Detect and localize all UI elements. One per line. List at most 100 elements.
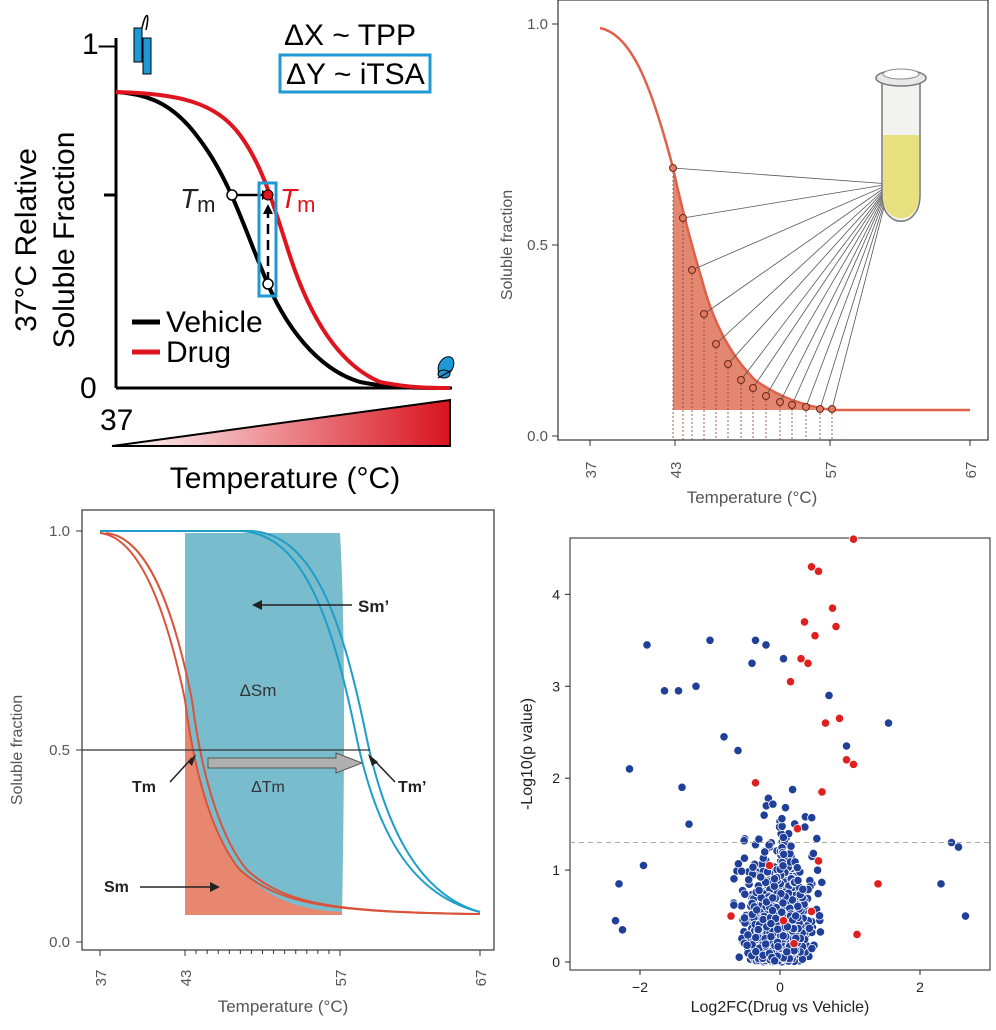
x-tick-start: 37 bbox=[100, 404, 133, 437]
sample-point bbox=[788, 401, 796, 409]
blue-melting-curve-1 bbox=[100, 530, 481, 913]
y-tick-1: 1.0 bbox=[49, 523, 70, 540]
protein-point bbox=[766, 932, 776, 942]
tm-prime-label: Tm’ bbox=[398, 779, 426, 796]
y-axis-label: -Log10(p value) bbox=[519, 698, 536, 810]
protein-point bbox=[773, 942, 783, 952]
x-tick-67: 67 bbox=[963, 462, 980, 479]
significant-point bbox=[813, 856, 824, 866]
protein-point bbox=[769, 874, 780, 884]
y-tick-bottom: 0 bbox=[80, 372, 97, 405]
protein-point bbox=[824, 690, 834, 701]
protein-points bbox=[610, 635, 971, 967]
protein-point bbox=[808, 848, 818, 859]
y-tick-0: 0.0 bbox=[49, 934, 70, 951]
protein-point bbox=[813, 889, 823, 899]
protein-point bbox=[786, 841, 796, 851]
protein-point bbox=[736, 901, 747, 911]
significant-point bbox=[827, 603, 838, 613]
x-axis-label: Temperature (°C) bbox=[218, 997, 349, 1016]
protein-point bbox=[739, 913, 750, 923]
sample-point bbox=[737, 376, 745, 384]
protein-point bbox=[729, 900, 739, 910]
sample-point bbox=[776, 398, 784, 406]
itsa-box bbox=[278, 53, 432, 94]
y-tick-label: 2 bbox=[552, 770, 560, 786]
protein-point bbox=[792, 863, 802, 873]
tm-point-vehicle bbox=[226, 189, 238, 201]
x-tick-label: 0 bbox=[776, 979, 784, 995]
protein-point bbox=[743, 930, 753, 940]
x-tick-37: 37 bbox=[93, 970, 110, 987]
blue-melting-curve-2 bbox=[100, 530, 481, 913]
sample-point bbox=[816, 405, 824, 413]
protein-point bbox=[779, 849, 789, 859]
protein-point bbox=[733, 745, 743, 756]
sample-drop-lines bbox=[672, 168, 833, 440]
y-axis-label: Soluble fraction bbox=[499, 190, 516, 300]
protein-point bbox=[778, 861, 788, 871]
vehicle-point-low bbox=[262, 278, 274, 290]
significant-point bbox=[785, 677, 796, 687]
protein-point bbox=[739, 836, 749, 846]
legend-vehicle-label: Vehicle bbox=[166, 306, 263, 339]
protein-point bbox=[742, 940, 752, 950]
sample-point bbox=[762, 392, 770, 400]
protein-point bbox=[614, 879, 624, 889]
protein-point bbox=[684, 819, 694, 829]
tm-label-drug: Tm bbox=[280, 183, 315, 217]
sample-point bbox=[712, 340, 720, 348]
protein-point bbox=[777, 814, 787, 824]
protein-point bbox=[744, 875, 754, 885]
sample-point bbox=[688, 266, 696, 274]
protein-point bbox=[747, 658, 757, 668]
significant-point bbox=[803, 658, 813, 668]
significant-point bbox=[810, 631, 820, 641]
protein-point bbox=[766, 919, 776, 929]
delta-y-arrowhead bbox=[263, 204, 273, 214]
protein-point bbox=[960, 911, 971, 921]
sm-label: Sm bbox=[104, 879, 129, 896]
y-tick-05: 0.5 bbox=[527, 237, 548, 254]
protein-point bbox=[953, 842, 964, 852]
plot-frame bbox=[557, 0, 989, 441]
sample-point bbox=[724, 360, 732, 368]
significant-point bbox=[848, 534, 859, 544]
protein-point bbox=[705, 635, 715, 645]
sampling-lines bbox=[672, 167, 891, 410]
y-tick-05: 0.5 bbox=[49, 742, 70, 759]
y-tick-1: 1.0 bbox=[527, 16, 548, 33]
sm-area bbox=[185, 700, 342, 915]
protein-point bbox=[778, 832, 788, 843]
protein-point bbox=[778, 654, 789, 664]
protein-point bbox=[719, 732, 729, 742]
unfolded-protein-icon bbox=[437, 356, 455, 379]
y-axis-label: Soluble fraction bbox=[9, 695, 26, 805]
protein-point bbox=[778, 931, 788, 941]
vehicle-curve bbox=[115, 90, 451, 390]
significant-point bbox=[799, 617, 810, 627]
y-axis-label-line1: 37°C Relative bbox=[10, 148, 43, 332]
sample-point bbox=[749, 384, 757, 392]
tm-point-drug bbox=[262, 189, 274, 201]
protein-point bbox=[768, 799, 778, 809]
protein-point bbox=[624, 764, 635, 774]
protein-point bbox=[752, 905, 762, 915]
protein-point bbox=[642, 640, 652, 650]
protein-point bbox=[780, 803, 791, 813]
x-tick-43: 43 bbox=[178, 970, 195, 987]
y-tick-label: 3 bbox=[552, 678, 560, 694]
protein-point bbox=[778, 898, 788, 908]
protein-point bbox=[815, 927, 826, 937]
protein-point bbox=[814, 911, 825, 921]
sample-point bbox=[700, 310, 708, 318]
protein-point bbox=[817, 877, 827, 887]
protein-point bbox=[740, 889, 750, 899]
significant-point bbox=[792, 824, 803, 834]
y-tick-label: 0 bbox=[552, 954, 560, 970]
panel-delta-sm-concept: Sm’ ΔSm ΔTm Tm Tm’ Sm 1.0 0.5 0.0 Solubl… bbox=[0, 500, 500, 1025]
significant-point bbox=[789, 939, 799, 949]
protein-point bbox=[798, 884, 808, 894]
significant-point bbox=[806, 906, 817, 917]
protein-point bbox=[761, 939, 771, 949]
